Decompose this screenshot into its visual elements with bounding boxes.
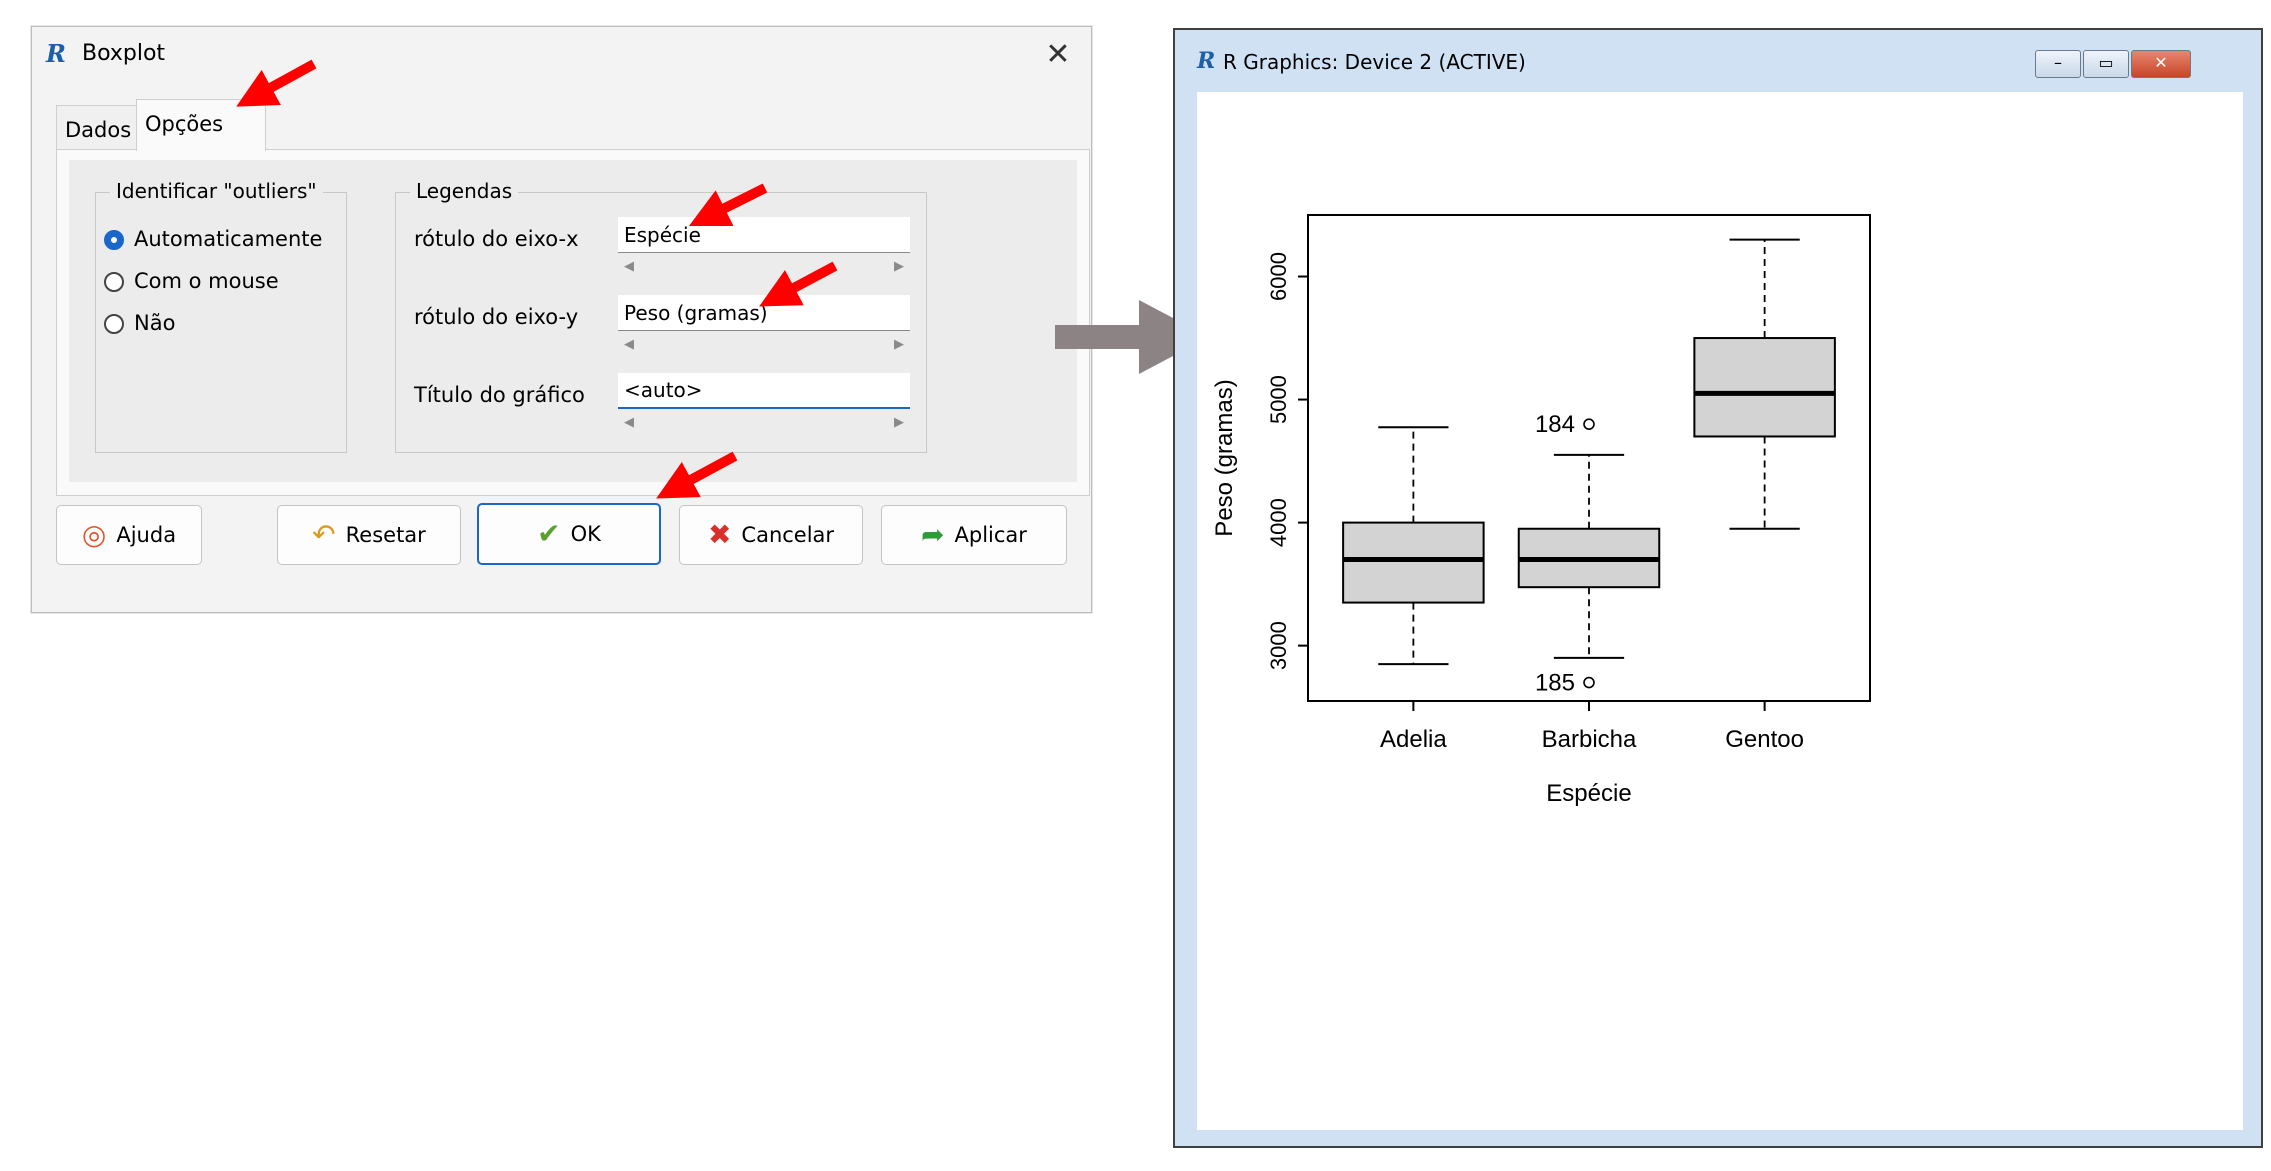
outlier-point (1583, 418, 1595, 430)
reset-button[interactable]: ↶ Resetar (277, 505, 461, 565)
ok-button[interactable]: ✔ OK (477, 503, 661, 565)
y-tick-label: 3000 (1266, 621, 1291, 670)
scroll-left-icon[interactable]: ◀ (624, 337, 634, 352)
graphics-window-title: R Graphics: Device 2 (ACTIVE) (1223, 50, 1526, 74)
r-logo-icon: R (46, 39, 66, 68)
forward-arrow-icon: ➦ (921, 518, 945, 551)
x-tick-label: Gentoo (1725, 726, 1804, 753)
window-close-icon[interactable]: ✕ (2131, 50, 2191, 78)
cancel-button-label: Cancelar (741, 523, 835, 547)
x-tick-label: Adelia (1380, 726, 1447, 753)
radio-selected-icon[interactable] (104, 230, 124, 250)
box-gentoo (1693, 337, 1836, 438)
options-panel: Identificar "outliers" Automaticamente C… (69, 160, 1077, 482)
undo-arrow-icon: ↶ (312, 518, 336, 551)
tab-opcoes[interactable]: Opções (136, 99, 266, 151)
red-x-icon: ✖ (707, 518, 732, 551)
red-arrow-icon (688, 183, 768, 227)
radio-unselected-icon[interactable] (104, 272, 124, 292)
boxplot-dialog: R Boxplot ✕ Dados Identificar "outliers"… (31, 26, 1092, 613)
legends-group: Legendas rótulo do eixo-x ◀▶ rótulo do e… (395, 179, 927, 453)
y-tick-label: 5000 (1266, 375, 1291, 424)
y-axis-label-input[interactable] (618, 295, 910, 331)
y-axis-label-label: rótulo do eixo-y (414, 305, 579, 329)
y-tick-label: 4000 (1266, 498, 1291, 547)
red-arrow-icon (236, 59, 317, 107)
radio-label: Automaticamente (134, 227, 323, 251)
y-tick-label: 6000 (1266, 252, 1291, 301)
box-adelia (1342, 521, 1485, 604)
apply-button[interactable]: ➦ Aplicar (881, 505, 1067, 565)
x-axis-label-input[interactable] (618, 217, 910, 253)
red-arrow-icon (656, 451, 738, 499)
plot-canvas: 3000 4000 5000 6000 Adelia Barbicha Gentoo Espé… (1197, 92, 2243, 1130)
y-axis-label-scrollbar[interactable]: ◀ ▶ (618, 337, 910, 353)
x-axis-label-label: rótulo do eixo-x (414, 227, 579, 251)
cancel-button[interactable]: ✖ Cancelar (679, 505, 863, 565)
y-axis-label: Peso (gramas) (1211, 379, 1238, 536)
tab-panel-opcoes: Identificar "outliers" Automaticamente C… (56, 149, 1090, 496)
outliers-group: Identificar "outliers" Automaticamente C… (95, 179, 347, 453)
scroll-right-icon[interactable]: ▶ (894, 259, 904, 274)
x-axis-label-scrollbar[interactable]: ◀ ▶ (618, 259, 910, 275)
x-axis-label: Espécie (1546, 780, 1631, 807)
legends-group-legend: Legendas (410, 179, 519, 203)
lifebuoy-icon: ◎ (81, 518, 107, 551)
r-logo-icon: R (1197, 48, 1216, 74)
help-button-label: Ajuda (116, 523, 177, 547)
scroll-left-icon[interactable]: ◀ (624, 259, 634, 274)
outlier-point (1583, 676, 1595, 689)
radio-unselected-icon[interactable] (104, 314, 124, 334)
dialog-title-bar[interactable]: R Boxplot ✕ (32, 27, 1091, 85)
r-graphics-window: R R Graphics: Device 2 (ACTIVE) – ▭ ✕ 30… (1173, 28, 2263, 1148)
close-icon[interactable]: ✕ (1045, 37, 1071, 72)
x-tick-label: Barbicha (1542, 726, 1637, 753)
radio-nao[interactable]: Não (104, 311, 175, 335)
help-button[interactable]: ◎ Ajuda (56, 505, 202, 565)
chart-title-scrollbar[interactable]: ◀ ▶ (618, 415, 910, 431)
reset-button-label: Resetar (345, 523, 426, 547)
outlier-label: 184 (1535, 411, 1575, 438)
scroll-left-icon[interactable]: ◀ (624, 415, 634, 430)
scroll-right-icon[interactable]: ▶ (894, 415, 904, 430)
checkmark-icon: ✔ (537, 517, 561, 550)
minimize-icon[interactable]: – (2035, 50, 2081, 78)
flow-arrow-icon (1055, 300, 1209, 374)
maximize-icon[interactable]: ▭ (2083, 50, 2129, 78)
radio-automaticamente[interactable]: Automaticamente (104, 227, 322, 251)
dialog-title: Boxplot (82, 41, 166, 66)
outliers-group-legend: Identificar "outliers" (110, 179, 323, 203)
radio-com-o-mouse[interactable]: Com o mouse (104, 269, 279, 293)
ok-button-label: OK (570, 522, 601, 546)
red-arrow-icon (759, 261, 838, 307)
radio-label: Não (134, 311, 176, 335)
apply-button-label: Aplicar (954, 523, 1027, 547)
annotation-arrows (236, 59, 838, 499)
radio-label: Com o mouse (134, 269, 279, 293)
scroll-right-icon[interactable]: ▶ (894, 337, 904, 352)
chart-title-input[interactable] (618, 373, 910, 409)
chart-title-label: Título do gráfico (414, 383, 585, 407)
outlier-label: 185 (1535, 670, 1575, 697)
boxplot-chart: 3000 4000 5000 6000 Adelia Barbicha Gentoo Espé… (1211, 214, 1871, 807)
